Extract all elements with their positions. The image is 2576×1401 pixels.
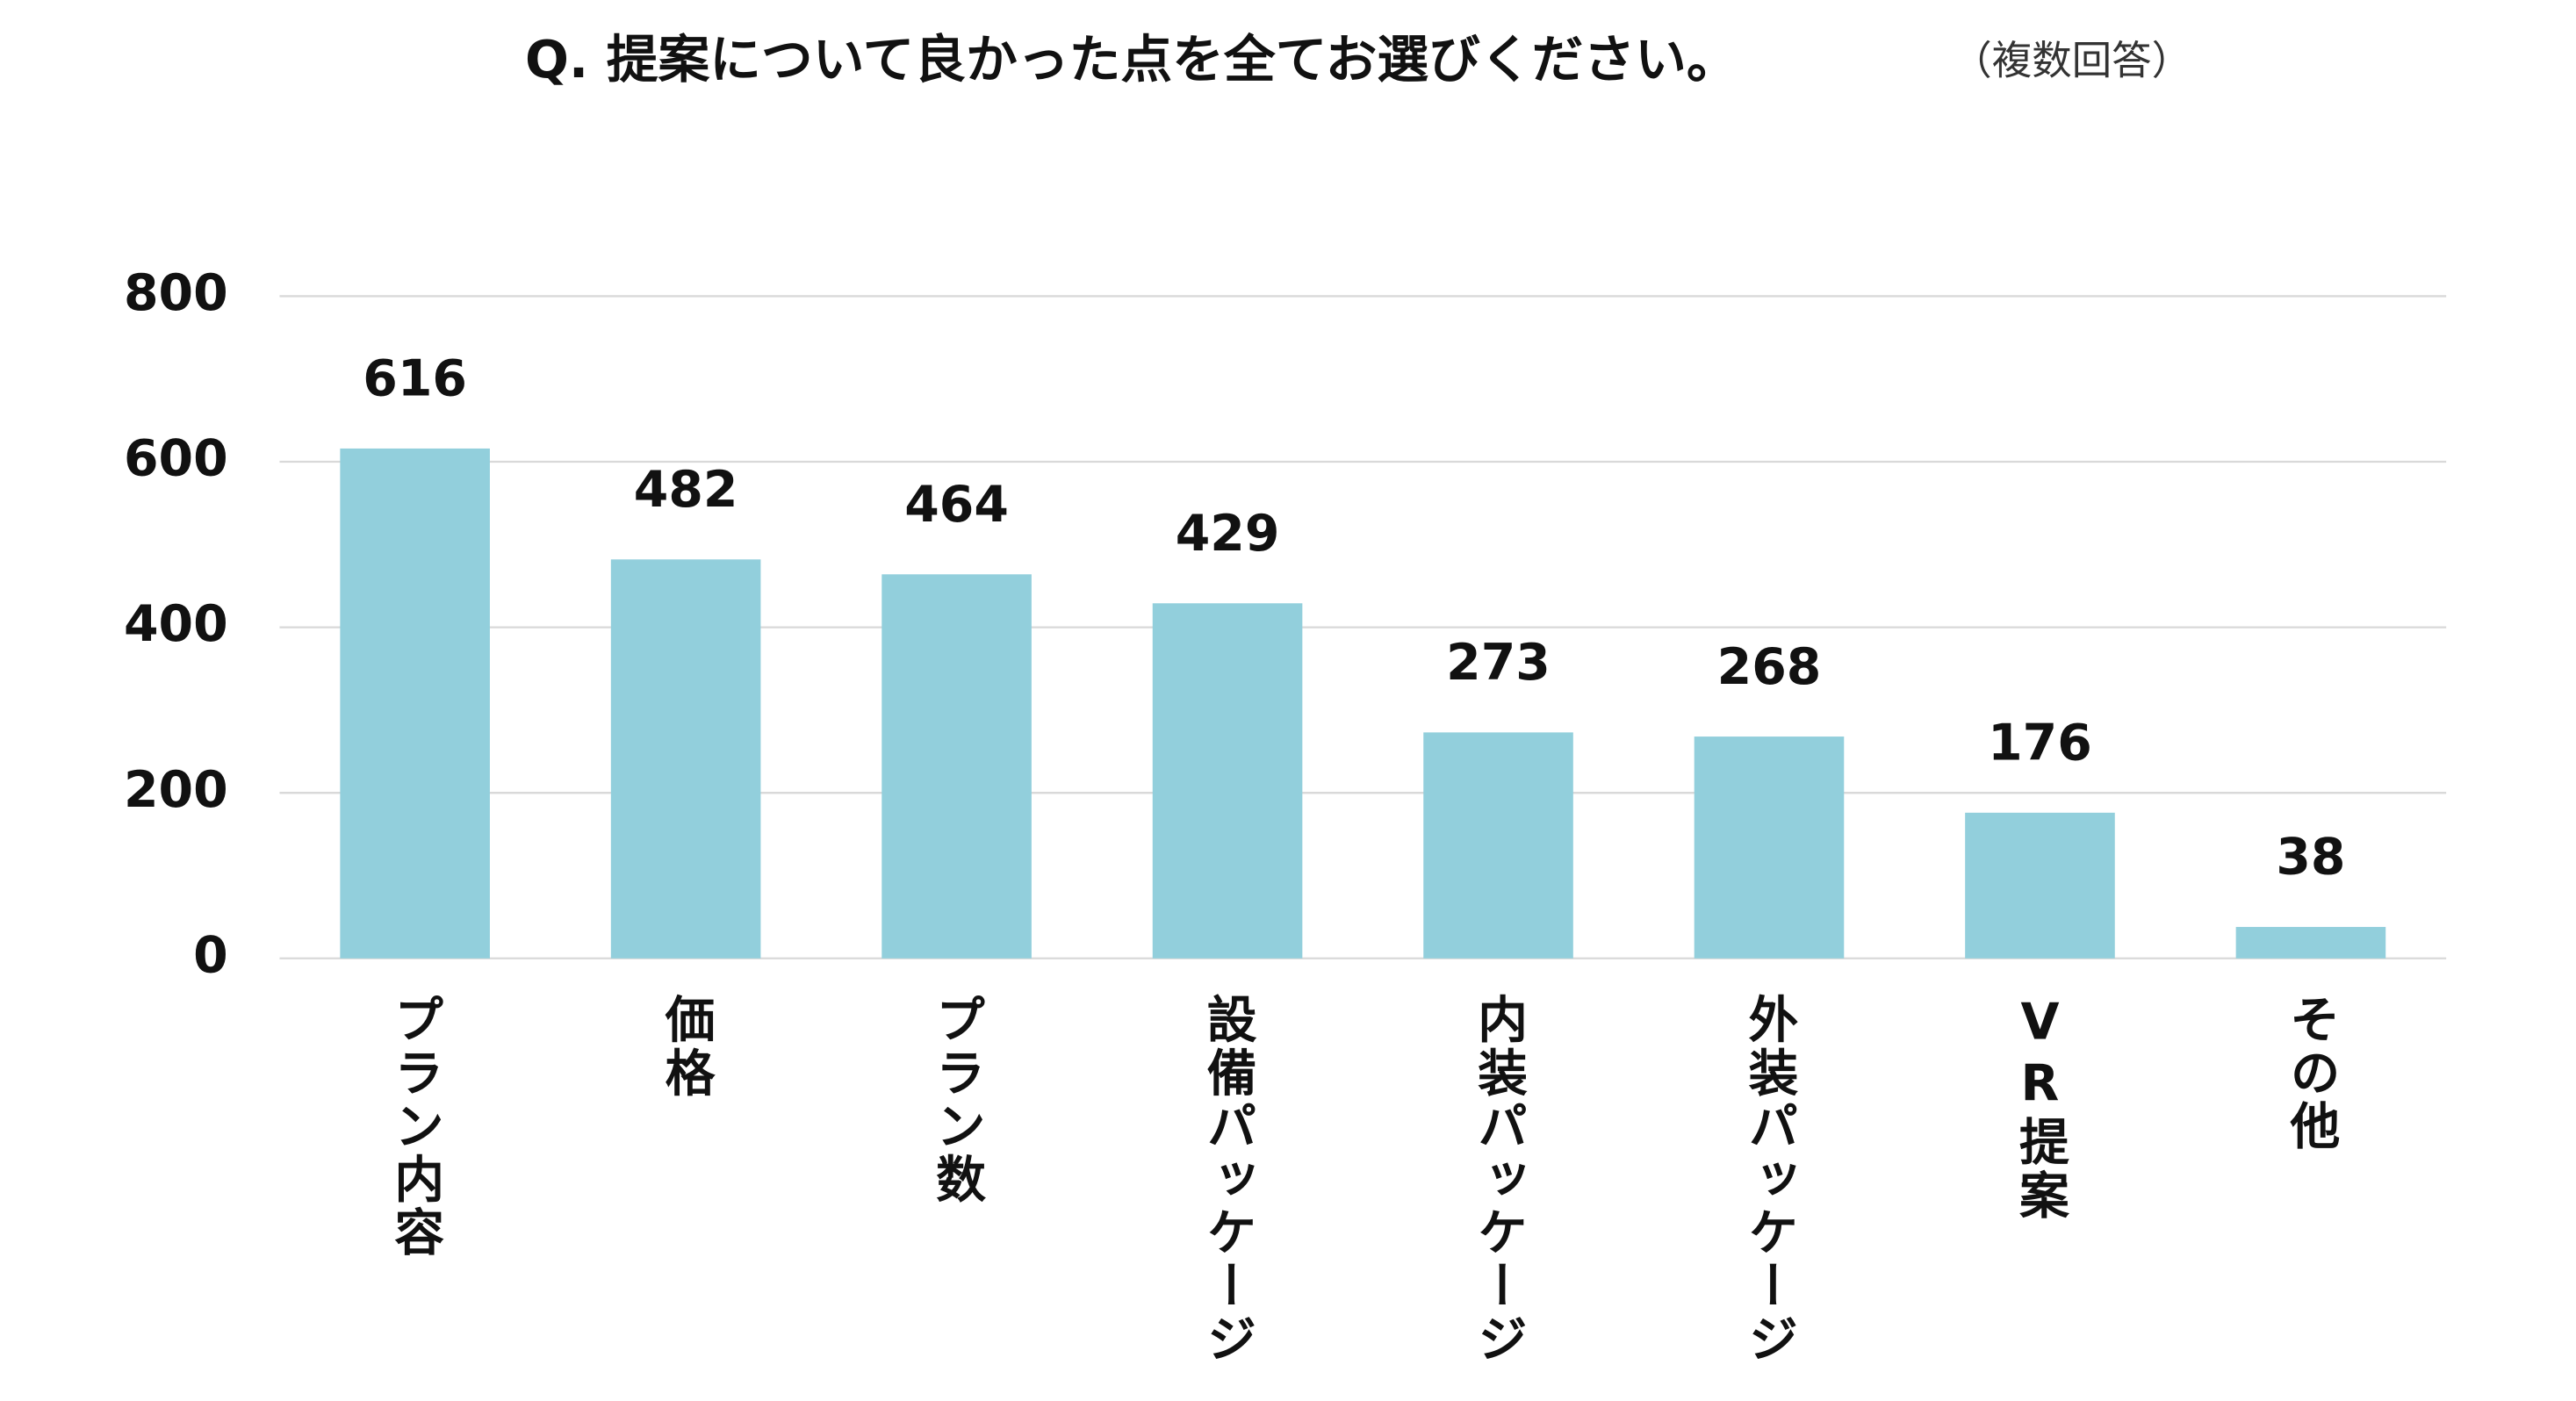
bar: [1694, 736, 1845, 959]
x-tick-label: 価格: [657, 994, 716, 1100]
value-label: 273: [1446, 634, 1551, 692]
value-label: 38: [2276, 829, 2345, 887]
y-tick-label: 400: [124, 595, 228, 653]
y-tick-label: 800: [124, 264, 228, 322]
value-label: 616: [363, 350, 467, 408]
x-tick-label: VR提案: [2011, 994, 2069, 1223]
value-label: 268: [1717, 638, 1822, 696]
x-tick-label: プラン内容: [386, 994, 444, 1260]
bar: [1423, 732, 1573, 959]
chart-title: Q. 提案について良かった点を全てお選びください。: [525, 29, 1738, 90]
bar: [340, 448, 490, 959]
y-tick-label: 600: [124, 430, 228, 488]
bar: [2235, 926, 2386, 959]
value-label: 464: [904, 476, 1009, 534]
bar: [610, 559, 761, 959]
bar: [881, 574, 1032, 959]
chart-subtitle: （複数回答）: [1952, 38, 2191, 84]
bar: [1152, 603, 1303, 959]
x-tick-label: 内装パッケージ: [1470, 994, 1528, 1367]
x-tick-label: プラン数: [928, 994, 986, 1207]
y-tick-label: 0: [193, 926, 228, 984]
value-label: 482: [634, 461, 738, 519]
x-tick-label: 外装パッケージ: [1740, 994, 1798, 1367]
value-label: 176: [1988, 715, 2092, 772]
value-label: 429: [1176, 505, 1280, 563]
x-tick-label: その他: [2282, 994, 2341, 1153]
x-tick-label: 設備パッケージ: [1198, 994, 1256, 1367]
y-tick-label: 200: [124, 761, 228, 819]
bar: [1965, 812, 2115, 959]
